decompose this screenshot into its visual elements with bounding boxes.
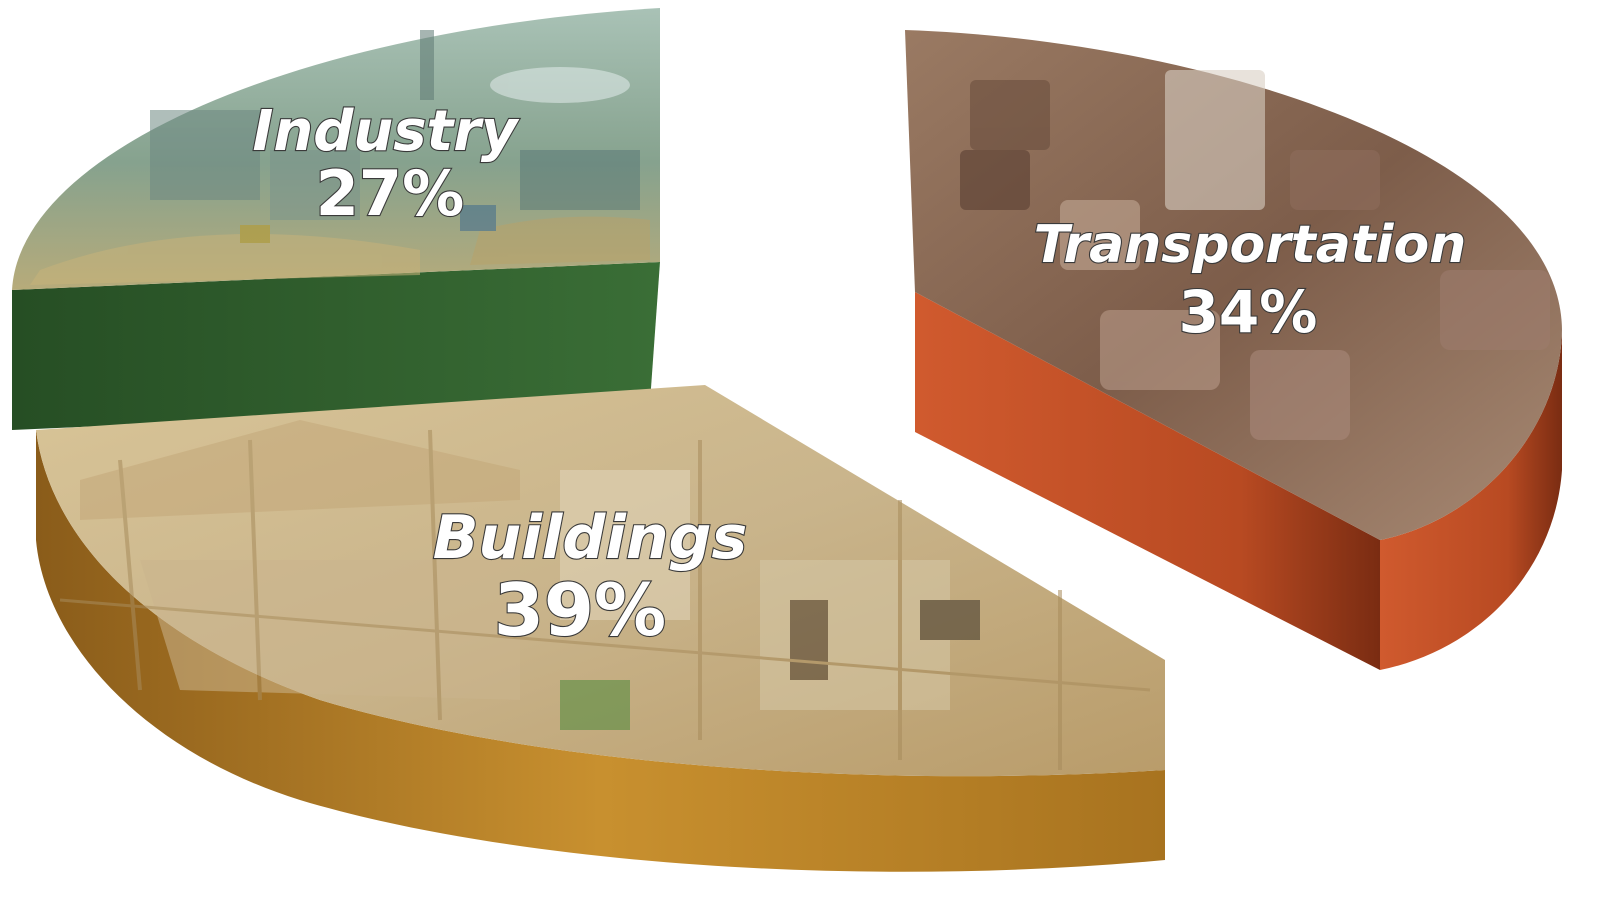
buildings-slice: Buildings 39% (36, 385, 1165, 872)
buildings-slice-side (36, 430, 1165, 872)
buildings-label: Buildings (433, 503, 747, 573)
transportation-slice-curved-side (1380, 330, 1562, 670)
industry-label: Industry (253, 99, 520, 164)
industry-slice-side (12, 262, 660, 430)
transportation-slice: Transportation 34% (905, 30, 1562, 670)
buildings-value-label: 39% (494, 568, 666, 652)
industry-slice: Industry 27% (12, 8, 660, 430)
industry-value-label: 27% (316, 157, 464, 230)
transportation-value-label: 34% (1179, 278, 1318, 346)
industry-photo-texture (30, 30, 650, 285)
transportation-slice-side (915, 292, 1380, 670)
transportation-slice-top (905, 30, 1562, 540)
transportation-photo-texture (960, 70, 1550, 440)
buildings-photo-texture (59, 420, 1151, 770)
transportation-label: Transportation (1034, 215, 1466, 275)
